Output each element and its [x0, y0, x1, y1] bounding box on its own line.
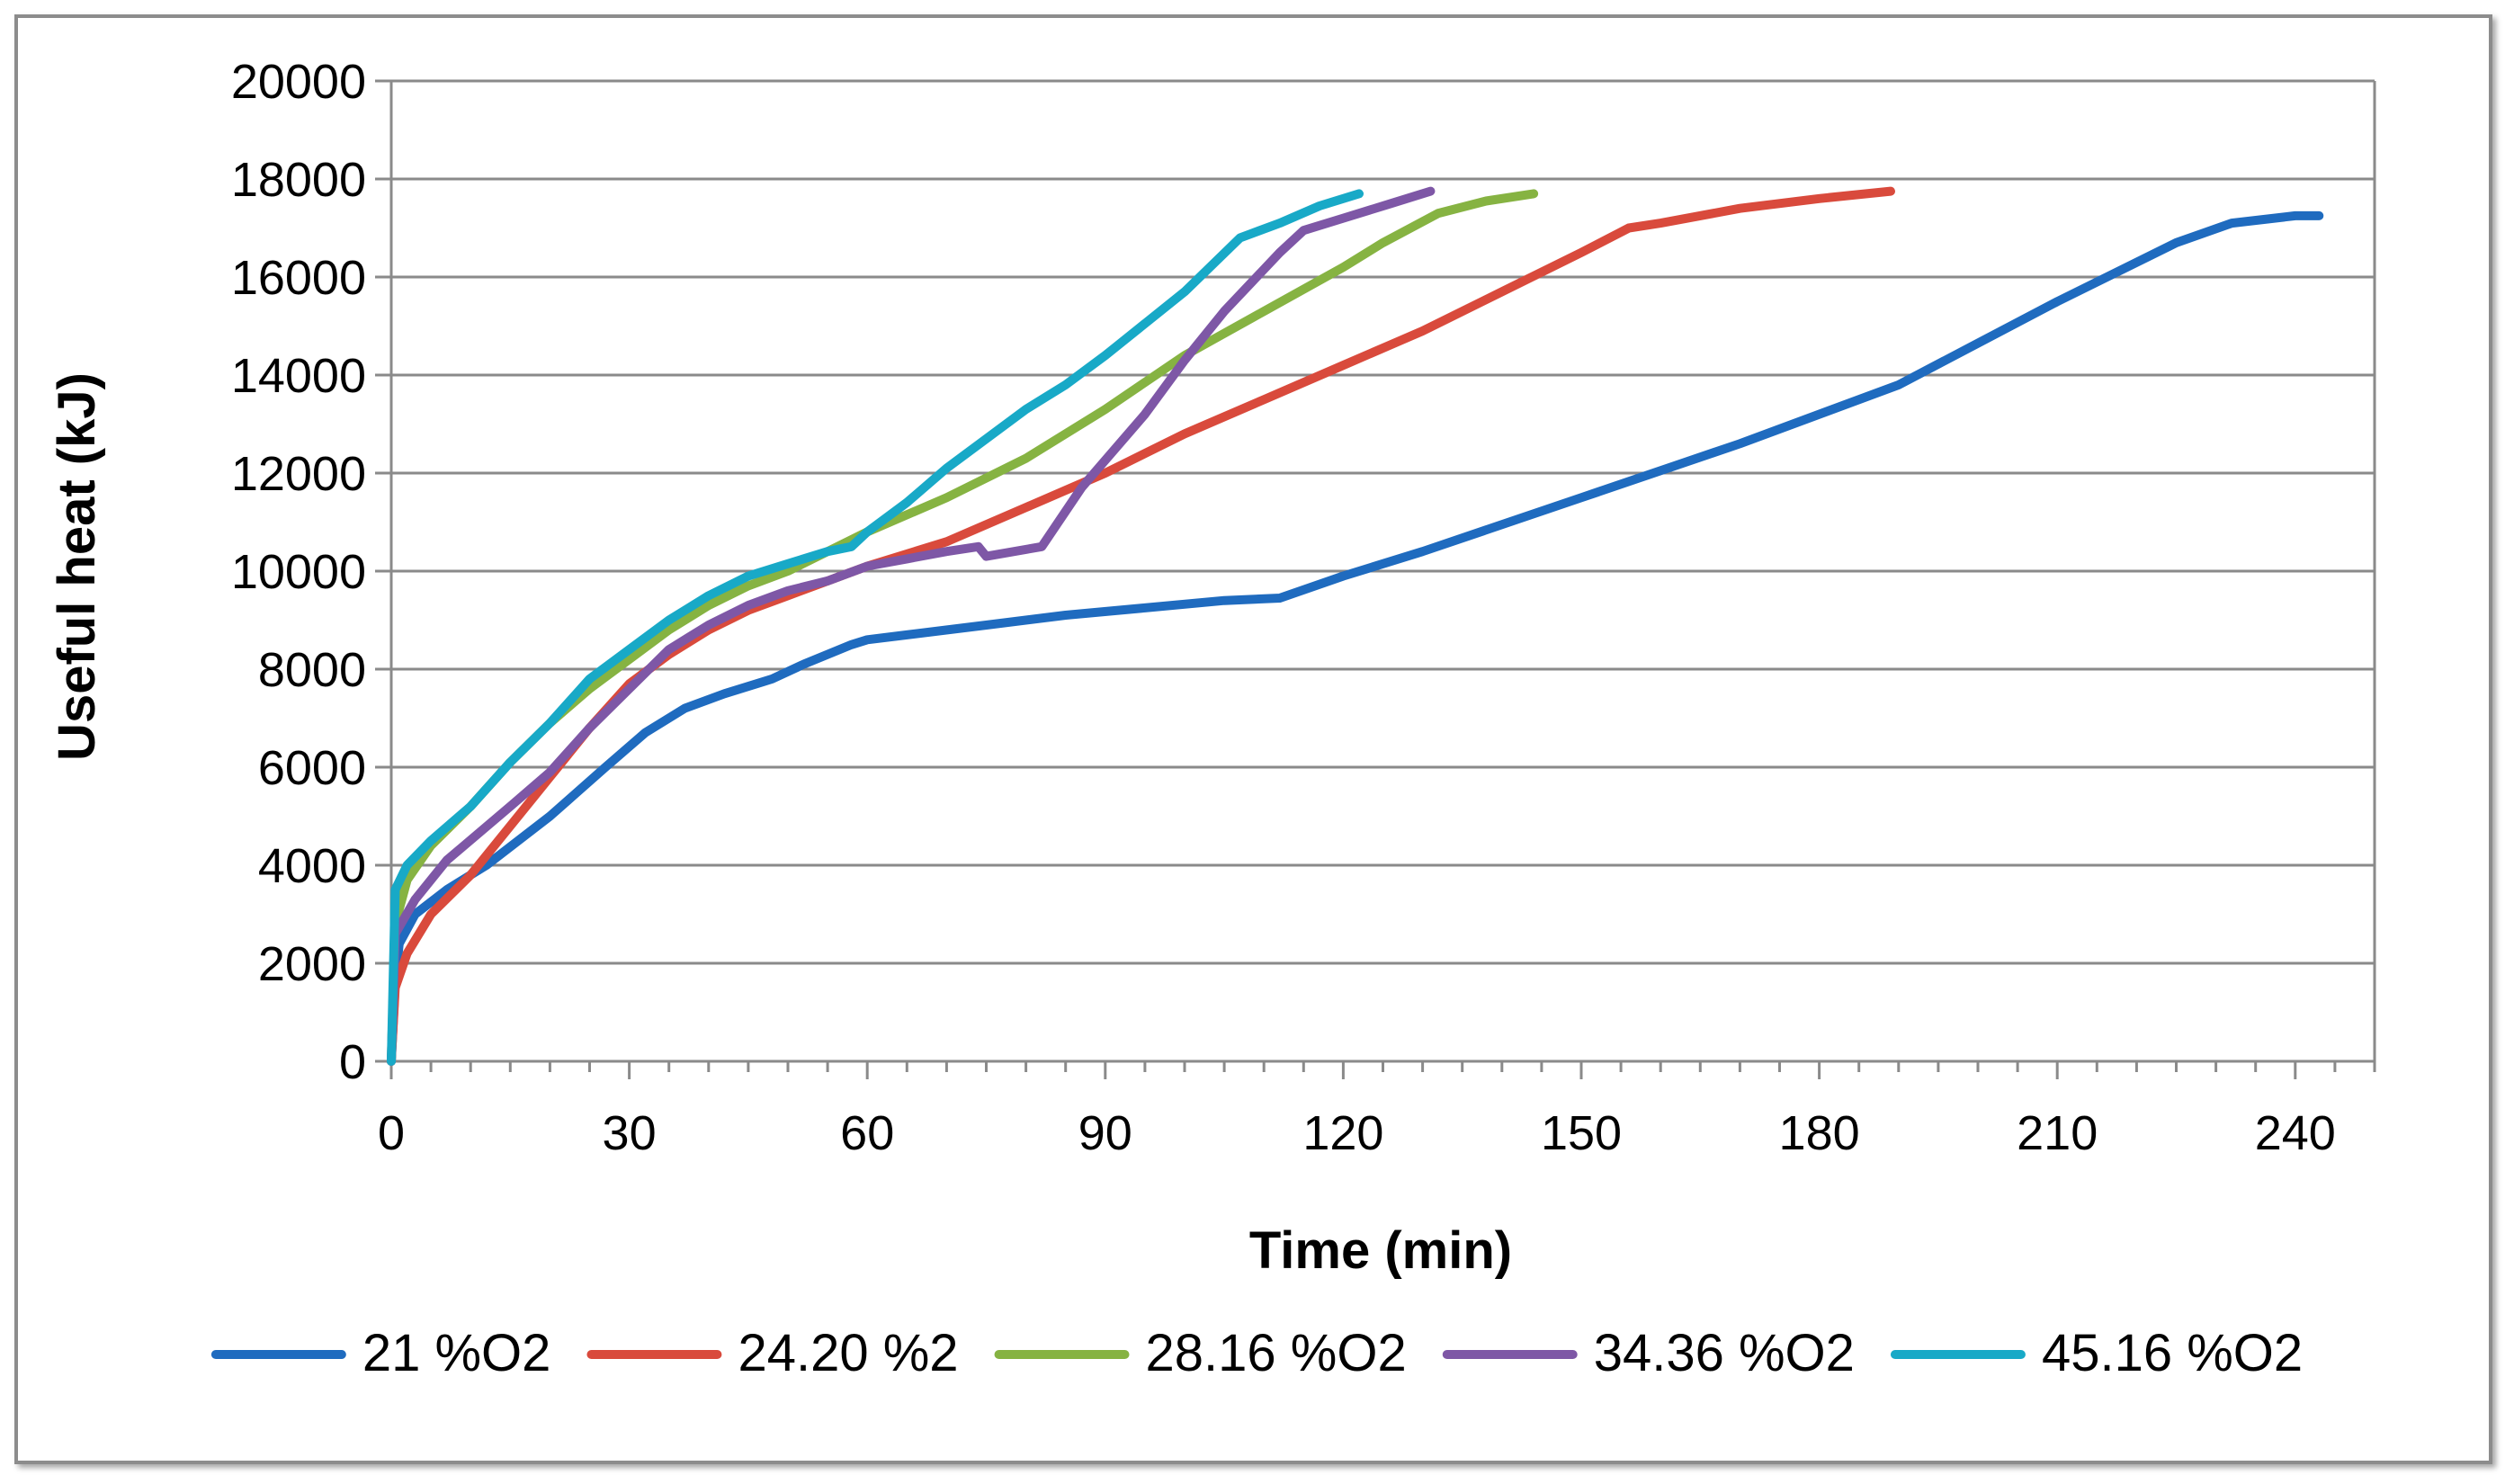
axes	[375, 81, 2375, 1079]
line-chart: 0 2000 4000 6000 8000 10000 12000 14000 16000 180…	[0, 0, 2514, 1484]
legend-label: 45.16 %O2	[2042, 1324, 2303, 1382]
y-tick-label: 10000	[231, 545, 366, 599]
x-tick-label: 210	[2017, 1106, 2098, 1160]
legend-item: 24.20 %2	[591, 1324, 958, 1382]
x-axis-title: Time (min)	[1249, 1221, 1512, 1280]
y-tick-label: 0	[339, 1035, 366, 1089]
legend: 21 %O2 24.20 %2 28.16 %O2 34.36 %O2 45.16 %O…	[216, 1324, 2303, 1382]
legend-item: 34.36 %O2	[1447, 1324, 1855, 1382]
legend-label: 34.36 %O2	[1594, 1324, 1855, 1382]
y-tick-label: 2000	[258, 937, 366, 991]
series-lines	[391, 192, 2319, 1061]
y-tick-label: 18000	[231, 153, 366, 207]
legend-item: 45.16 %O2	[1895, 1324, 2303, 1382]
series-line	[391, 192, 1430, 1061]
x-tick-label: 180	[1779, 1106, 1860, 1160]
y-tick-label: 12000	[231, 447, 366, 501]
y-tick-label: 20000	[231, 55, 366, 109]
y-tick-label: 14000	[231, 349, 366, 403]
x-tick-label: 60	[840, 1106, 894, 1160]
y-tick-label: 6000	[258, 741, 366, 795]
x-tick-label: 150	[1541, 1106, 1622, 1160]
y-tick-label: 4000	[258, 839, 366, 893]
x-tick-label: 0	[378, 1106, 405, 1160]
y-axis-title: Useful heat (kJ)	[48, 372, 106, 761]
legend-label: 21 %O2	[362, 1324, 551, 1382]
x-tick-label: 240	[2255, 1106, 2336, 1160]
legend-item: 21 %O2	[216, 1324, 551, 1382]
gridlines	[391, 81, 2375, 963]
legend-item: 28.16 %O2	[999, 1324, 1407, 1382]
x-tick-label: 120	[1302, 1106, 1383, 1160]
y-tick-label: 16000	[231, 251, 366, 305]
legend-label: 24.20 %2	[738, 1324, 958, 1382]
y-tick-label: 8000	[258, 643, 366, 697]
x-tick-label: 90	[1078, 1106, 1132, 1160]
legend-label: 28.16 %O2	[1146, 1324, 1407, 1382]
x-tick-label: 30	[603, 1106, 657, 1160]
